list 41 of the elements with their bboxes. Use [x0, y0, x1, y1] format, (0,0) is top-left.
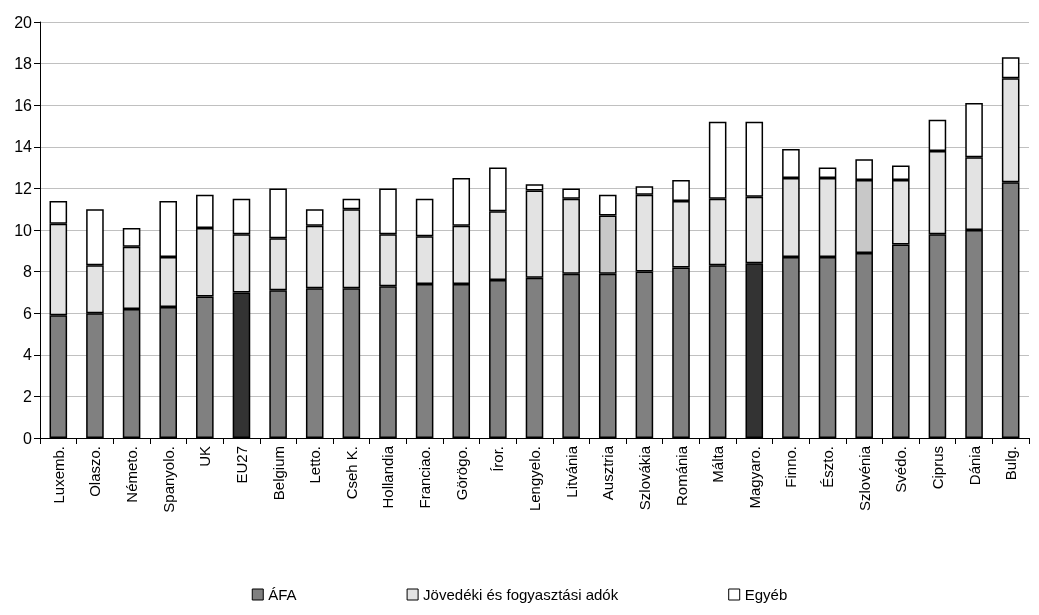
x-tick-label: Málta	[709, 445, 727, 483]
y-tick-label: 8	[23, 263, 33, 281]
y-tick-label: 14	[14, 138, 33, 156]
x-tick-label: Szlovénia	[855, 445, 873, 512]
x-tick-label: Olaszo.	[86, 446, 104, 497]
x-tick-label: Románia	[672, 445, 690, 507]
x-tick-label: Cseh K.	[342, 446, 360, 500]
x-tick-label: Szlovákia	[635, 445, 653, 511]
x-tick-label: Spanyolo.	[159, 446, 177, 513]
y-tick-label: 20	[14, 13, 33, 31]
x-tick-label: Luxemb.	[49, 446, 67, 504]
y-tick-label: 6	[23, 304, 33, 322]
y-tick-label: 2	[23, 387, 33, 405]
x-tick-label: UK	[196, 446, 214, 467]
x-tick-label: Letto.	[306, 446, 324, 484]
x-tick-label: Észto.	[819, 446, 837, 488]
legend-label: Jövedéki és fogyasztási adók	[423, 586, 619, 603]
x-tick-label: Franciao.	[416, 446, 434, 509]
y-tick-label: 4	[23, 346, 33, 364]
y-tick-label: 12	[14, 179, 33, 197]
x-tick-label: Németo.	[123, 446, 141, 503]
x-tick-label: Finno.	[782, 446, 800, 488]
x-tick-label: Litvánia	[562, 445, 580, 498]
legend-label: ÁFA	[268, 586, 297, 603]
x-tick-label: Ausztria	[599, 445, 617, 501]
legend-label: Egyéb	[744, 586, 788, 603]
y-tick-label: 0	[23, 429, 33, 447]
x-tick-label: Ciprus	[928, 446, 946, 490]
x-tick-label: EU27	[232, 446, 250, 484]
x-tick-label: Magyaro.	[745, 446, 763, 509]
x-tick-label: Dánia	[965, 445, 983, 486]
x-tick-label: Íror.	[489, 446, 507, 472]
x-tick-label: Lengyelo.	[526, 446, 543, 512]
y-tick-label: 18	[14, 55, 33, 73]
x-tick-label: Bulg.	[1002, 446, 1020, 481]
y-tick-label: 10	[14, 221, 33, 239]
y-tick-label: 16	[14, 96, 33, 114]
x-tick-label: Görögo.	[452, 446, 470, 501]
x-tick-label: Belgium	[269, 446, 287, 501]
x-tick-label: Hollandia	[379, 445, 397, 509]
x-tick-label: Svédo.	[892, 446, 910, 493]
